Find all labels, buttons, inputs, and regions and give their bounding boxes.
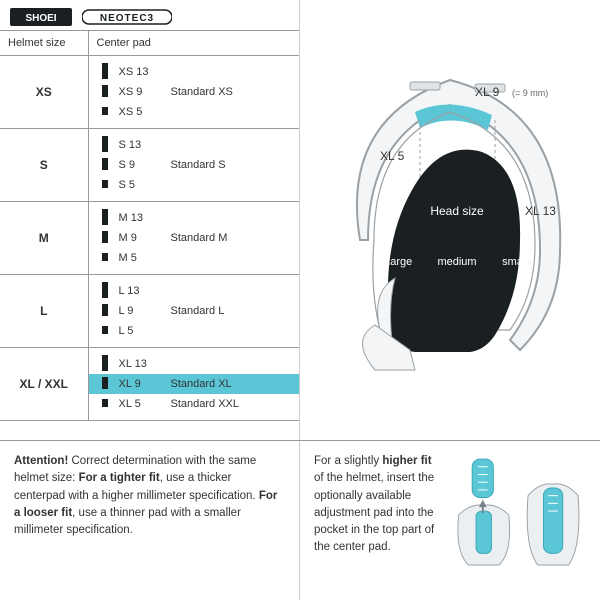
pad-standard: Standard XL: [163, 378, 232, 390]
col-center-pad: Center pad: [88, 31, 299, 56]
pad-standard: Standard L: [163, 305, 225, 317]
helmet-diagram-panel: XL 9 (= 9 mm) XL 5 XL 13 Head size large…: [300, 0, 600, 440]
shoei-logo-icon: SHOEI: [10, 8, 72, 26]
attention-text: Attention! Correct determination with th…: [0, 441, 300, 600]
svg-text:(= 9 mm): (= 9 mm): [512, 88, 548, 98]
attention-b1: For a tighter fit: [79, 472, 160, 484]
pad-label: XS 9: [113, 86, 163, 98]
pad-label: XS 5: [113, 106, 163, 118]
table-row: XSXS 13XS 9Standard XSXS 5: [0, 56, 299, 129]
pad-row: XS 13: [89, 62, 300, 82]
fitnote-b1: higher fit: [382, 455, 431, 467]
bottom-section: Attention! Correct determination with th…: [0, 440, 600, 600]
pad-label: M 9: [113, 232, 163, 244]
col-helmet-size: Helmet size: [0, 31, 88, 56]
brand-row: SHOEI NEOTEC3: [0, 0, 299, 31]
pad-label: L 5: [113, 325, 163, 337]
pad-bar-icon: [97, 231, 113, 246]
pad-bar-icon: [97, 325, 113, 337]
pads-cell: XS 13XS 9Standard XSXS 5: [88, 56, 299, 129]
pad-row: XS 5: [89, 102, 300, 122]
pad-row: XL 13: [89, 354, 300, 374]
pad-bar-icon: [97, 106, 113, 118]
pad-standard: Standard M: [163, 232, 228, 244]
pad-bar-icon: [97, 398, 113, 410]
pad-bar-icon: [97, 377, 113, 392]
pad-label: S 9: [113, 159, 163, 171]
svg-text:SHOEI: SHOEI: [25, 13, 56, 24]
pad-row: M 13: [89, 208, 300, 228]
pad-label: S 5: [113, 179, 163, 191]
pad-standard: Standard XXL: [163, 398, 240, 410]
size-cell: XL / XXL: [0, 348, 88, 421]
pad-row: XS 9Standard XS: [89, 82, 300, 102]
pad-row: XL 5Standard XXL: [89, 394, 300, 414]
pad-bar-icon: [97, 85, 113, 100]
size-cell: M: [0, 202, 88, 275]
table-row: MM 13M 9Standard MM 5: [0, 202, 299, 275]
center-pad-table: Helmet size Center pad XSXS 13XS 9Standa…: [0, 31, 299, 421]
pad-label: L 13: [113, 285, 163, 297]
pad-label: XL 5: [113, 398, 163, 410]
size-cell: L: [0, 275, 88, 348]
pad-label: XL 9: [113, 378, 163, 390]
top-section: SHOEI NEOTEC3 Helmet size Center pad XSX…: [0, 0, 600, 440]
page-root: SHOEI NEOTEC3 Helmet size Center pad XSX…: [0, 0, 600, 600]
pad-row: S 5: [89, 175, 300, 195]
helmet-diagram-icon: XL 9 (= 9 mm) XL 5 XL 13 Head size large…: [320, 40, 580, 380]
pad-bar-icon: [97, 355, 113, 374]
svg-text:large: large: [388, 256, 412, 268]
size-cell: S: [0, 129, 88, 202]
fitnote-text: For a slightly higher fit of the helmet,…: [314, 453, 439, 588]
pad-row: M 9Standard M: [89, 228, 300, 248]
svg-text:NEOTEC3: NEOTEC3: [100, 13, 154, 24]
pad-label: L 9: [113, 305, 163, 317]
pad-standard: Standard XS: [163, 86, 233, 98]
svg-text:XL 5: XL 5: [380, 149, 405, 163]
higher-fit-note: For a slightly higher fit of the helmet,…: [300, 441, 600, 600]
svg-text:medium: medium: [437, 256, 476, 268]
pad-row: L 5: [89, 321, 300, 341]
pad-row: L 9Standard L: [89, 301, 300, 321]
pad-label: S 13: [113, 139, 163, 151]
fitnote-t2: of the helmet, insert the optionally ava…: [314, 472, 434, 553]
pad-bar-icon: [97, 158, 113, 173]
pad-bar-icon: [97, 209, 113, 228]
attention-lead: Attention!: [14, 455, 68, 467]
left-panel: SHOEI NEOTEC3 Helmet size Center pad XSX…: [0, 0, 300, 440]
pads-cell: S 13S 9Standard SS 5: [88, 129, 299, 202]
pad-bar-icon: [97, 252, 113, 264]
pad-label: XL 13: [113, 358, 163, 370]
svg-text:XL 13: XL 13: [525, 204, 556, 218]
pad-label: XS 13: [113, 66, 163, 78]
pad-row: XL 9Standard XL: [89, 374, 300, 394]
table-row: XL / XXLXL 13XL 9Standard XLXL 5Standard…: [0, 348, 299, 421]
pad-row: L 13: [89, 281, 300, 301]
table-row: LL 13L 9Standard LL 5: [0, 275, 299, 348]
neotec3-logo-icon: NEOTEC3: [82, 8, 172, 26]
pads-cell: L 13L 9Standard LL 5: [88, 275, 299, 348]
svg-text:Head size: Head size: [430, 204, 484, 218]
pad-label: M 5: [113, 252, 163, 264]
svg-text:small: small: [502, 256, 528, 268]
pad-bar-icon: [97, 179, 113, 191]
table-row: SS 13S 9Standard SS 5: [0, 129, 299, 202]
pad-label: M 13: [113, 212, 163, 224]
pads-cell: XL 13XL 9Standard XLXL 5Standard XXL: [88, 348, 299, 421]
pad-row: S 13: [89, 135, 300, 155]
pad-bar-icon: [97, 136, 113, 155]
pad-bar-icon: [97, 282, 113, 301]
pad-row: S 9Standard S: [89, 155, 300, 175]
svg-text:XL 9: XL 9: [475, 85, 500, 99]
fitnote-t1: For a slightly: [314, 455, 382, 467]
pad-bar-icon: [97, 63, 113, 82]
pad-row: M 5: [89, 248, 300, 268]
pad-bar-icon: [97, 304, 113, 319]
pads-cell: M 13M 9Standard MM 5: [88, 202, 299, 275]
adjustment-pad-icon: [451, 453, 586, 573]
pad-standard: Standard S: [163, 159, 226, 171]
size-cell: XS: [0, 56, 88, 129]
